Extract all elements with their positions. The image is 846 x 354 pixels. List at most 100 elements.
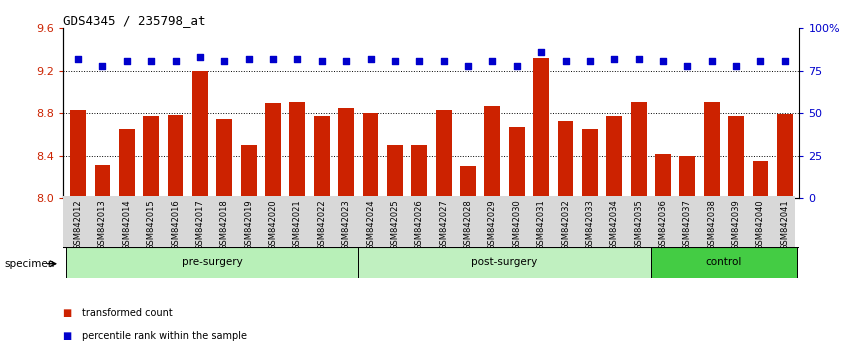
Text: GSM842012: GSM842012 [74, 199, 83, 250]
Bar [192, 71, 208, 198]
Bar [679, 156, 695, 198]
Bar [582, 129, 598, 198]
Text: GSM842017: GSM842017 [195, 199, 205, 250]
Point [656, 58, 670, 63]
Bar [777, 114, 793, 198]
Point [413, 58, 426, 63]
Bar [265, 103, 281, 198]
Text: GSM842040: GSM842040 [756, 199, 765, 250]
Bar [728, 116, 744, 198]
Bar [95, 165, 110, 198]
Bar [753, 161, 768, 198]
Bar [460, 166, 476, 198]
Bar [217, 119, 232, 198]
Point [169, 58, 183, 63]
Point [242, 56, 255, 62]
Bar [143, 116, 159, 198]
Bar [359, 247, 651, 278]
Text: specimen: specimen [4, 259, 55, 269]
Text: GSM842027: GSM842027 [439, 199, 448, 250]
Text: GSM842034: GSM842034 [610, 199, 618, 250]
Bar [558, 121, 574, 198]
Bar [70, 110, 86, 198]
Point [364, 56, 377, 62]
Text: GDS4345 / 235798_at: GDS4345 / 235798_at [63, 14, 206, 27]
Bar [485, 106, 500, 198]
Text: ■: ■ [63, 331, 76, 341]
Bar [655, 154, 671, 198]
Bar [704, 102, 720, 198]
Bar [387, 145, 403, 198]
Text: GSM842016: GSM842016 [171, 199, 180, 250]
Bar [314, 116, 330, 198]
Point [583, 58, 596, 63]
Text: GSM842033: GSM842033 [585, 199, 595, 250]
Text: GSM842039: GSM842039 [732, 199, 740, 250]
Point [461, 63, 475, 69]
Text: GSM842041: GSM842041 [780, 199, 789, 250]
Text: transformed count: transformed count [82, 308, 173, 318]
Text: ■: ■ [63, 308, 76, 318]
Point [217, 58, 231, 63]
Point [193, 55, 206, 60]
Text: GSM842022: GSM842022 [317, 199, 327, 250]
Point [680, 63, 694, 69]
Text: GSM842024: GSM842024 [366, 199, 375, 250]
Text: pre-surgery: pre-surgery [182, 257, 243, 267]
Bar [508, 127, 525, 198]
Point [437, 58, 450, 63]
Bar [631, 102, 646, 198]
Text: control: control [706, 257, 742, 267]
Bar [363, 113, 378, 198]
Text: GSM842015: GSM842015 [146, 199, 156, 250]
Point [607, 56, 621, 62]
Bar [411, 145, 427, 198]
Text: post-surgery: post-surgery [471, 257, 538, 267]
Text: GSM842026: GSM842026 [415, 199, 424, 250]
Bar [66, 247, 359, 278]
Bar [651, 247, 797, 278]
Text: GSM842031: GSM842031 [536, 199, 546, 250]
Point [388, 58, 402, 63]
Text: GSM842019: GSM842019 [244, 199, 253, 250]
Text: percentile rank within the sample: percentile rank within the sample [82, 331, 247, 341]
Point [120, 58, 134, 63]
Point [558, 58, 572, 63]
Bar [289, 102, 305, 198]
Text: GSM842032: GSM842032 [561, 199, 570, 250]
Point [266, 56, 280, 62]
Bar [607, 116, 622, 198]
Point [71, 56, 85, 62]
Point [486, 58, 499, 63]
Bar [119, 129, 135, 198]
Text: GSM842014: GSM842014 [123, 199, 131, 250]
Point [535, 49, 548, 55]
Text: GSM842037: GSM842037 [683, 199, 692, 250]
Point [705, 58, 718, 63]
Point [754, 58, 767, 63]
Point [778, 58, 792, 63]
Bar [533, 58, 549, 198]
Point [510, 63, 524, 69]
Bar [436, 110, 452, 198]
Point [291, 56, 305, 62]
Text: GSM842035: GSM842035 [634, 199, 643, 250]
Text: GSM842021: GSM842021 [293, 199, 302, 250]
Point [96, 63, 109, 69]
Point [315, 58, 328, 63]
Text: GSM842038: GSM842038 [707, 199, 717, 250]
Text: GSM842018: GSM842018 [220, 199, 228, 250]
Text: GSM842036: GSM842036 [658, 199, 667, 250]
Point [632, 56, 645, 62]
Text: GSM842023: GSM842023 [342, 199, 350, 250]
Text: GSM842020: GSM842020 [268, 199, 277, 250]
Bar [241, 145, 256, 198]
Point [339, 58, 353, 63]
Point [729, 63, 743, 69]
Bar [338, 108, 354, 198]
Bar [168, 115, 184, 198]
Point [145, 58, 158, 63]
Text: GSM842028: GSM842028 [464, 199, 473, 250]
Text: GSM842030: GSM842030 [513, 199, 521, 250]
Text: GSM842013: GSM842013 [98, 199, 107, 250]
